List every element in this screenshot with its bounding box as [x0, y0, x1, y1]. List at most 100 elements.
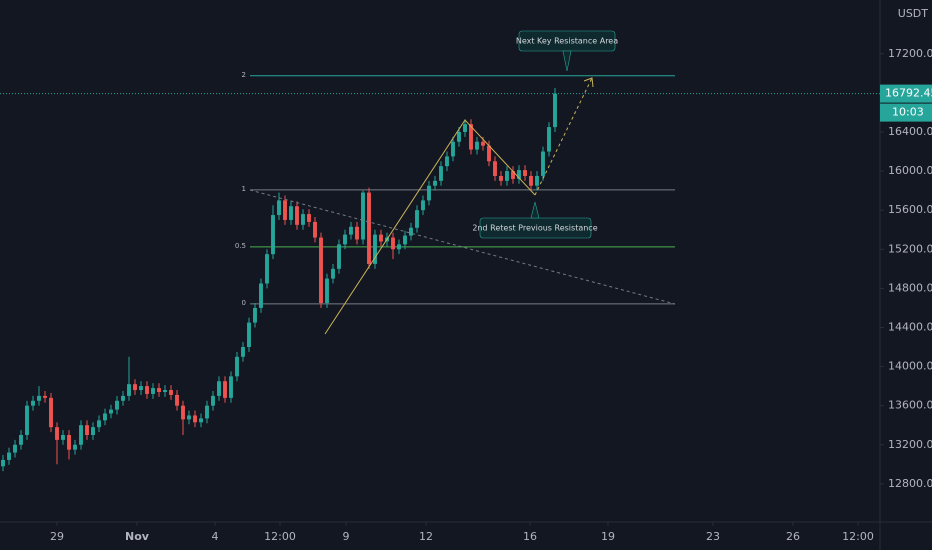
candle-body	[211, 395, 215, 406]
x-tick-label: 19	[601, 530, 615, 543]
y-tick-label: 14000.00	[888, 360, 932, 373]
fib-label: 0	[242, 299, 246, 307]
candle-body	[409, 227, 413, 236]
candle-body	[283, 200, 287, 220]
annotation-pointer	[562, 50, 572, 72]
candle-body	[43, 395, 47, 398]
candle-body	[463, 124, 467, 132]
y-tick-label: 16000.00	[888, 164, 932, 177]
candle-body	[271, 215, 275, 255]
candle-body	[163, 390, 167, 392]
y-tick-label: 12800.00	[888, 477, 932, 490]
countdown-label: 10:03	[892, 106, 924, 119]
candle-body	[337, 244, 341, 269]
fib-label: 1	[242, 185, 246, 193]
annotation-pointer	[530, 201, 540, 219]
x-tick-label: 4	[211, 530, 218, 543]
candle-body	[253, 307, 257, 323]
y-tick-label: 15200.00	[888, 242, 932, 255]
candle-body	[91, 427, 95, 435]
candle-body	[493, 161, 497, 176]
candle-body	[139, 386, 143, 391]
candle-body	[373, 234, 377, 264]
candle-body	[193, 415, 197, 423]
x-tick-label: 9	[343, 530, 350, 543]
candle-body	[199, 418, 203, 423]
candle-body	[379, 234, 383, 242]
candle-body	[235, 356, 239, 377]
candle-body	[97, 420, 101, 428]
candle-body	[37, 395, 41, 401]
annotation-text: 2nd Retest Previous Resistance	[472, 224, 597, 233]
countdown-box	[880, 103, 932, 122]
candle-body	[259, 283, 263, 308]
candle-body	[265, 254, 269, 284]
x-tick-label: Nov	[125, 530, 150, 543]
candle-body	[433, 180, 437, 186]
candle-body	[361, 192, 365, 240]
fib-label: 0.5	[235, 242, 246, 250]
candle-body	[499, 175, 503, 181]
candle-body	[517, 170, 521, 179]
candle-body	[127, 384, 131, 396]
candle-body	[157, 388, 161, 392]
plot-area: 210.50	[0, 71, 880, 472]
y-tick-label: 14800.00	[888, 281, 932, 294]
candle-body	[475, 141, 479, 150]
candle-body	[397, 244, 401, 250]
candle-body	[145, 386, 149, 394]
candle-body	[541, 151, 545, 176]
candle-body	[445, 156, 449, 167]
candle-body	[535, 175, 539, 186]
candle-body	[175, 394, 179, 406]
candle-body	[205, 405, 209, 419]
candle-body	[439, 166, 443, 181]
candle-body	[1, 459, 5, 467]
candle-body	[151, 388, 155, 394]
y-tick-label: 16400.00	[888, 125, 932, 138]
candle-body	[511, 171, 515, 179]
candle-body	[307, 214, 311, 222]
candle-body	[391, 237, 395, 250]
candle-body	[421, 200, 425, 211]
candle-body	[13, 444, 17, 453]
candle-body	[325, 278, 329, 304]
candle-body	[289, 206, 293, 220]
candle-body	[313, 221, 317, 238]
candle-body	[241, 347, 245, 357]
projection-arrow	[534, 77, 593, 196]
candle-body	[457, 131, 461, 142]
candle-body	[85, 425, 89, 435]
candle-body	[25, 405, 29, 435]
candle-body	[343, 234, 347, 245]
trend-line	[249, 189, 676, 305]
last-price-label: 16792.45	[885, 87, 932, 100]
candle-body	[355, 226, 359, 240]
y-tick-label: 15600.00	[888, 203, 932, 216]
pattern-line	[324, 119, 536, 335]
candle-body	[553, 93, 557, 128]
arrow-head	[583, 77, 594, 88]
candle-body	[19, 435, 23, 445]
candle-body	[61, 435, 65, 440]
candle-body	[217, 381, 221, 396]
candle-body	[115, 400, 119, 410]
candle-body	[331, 268, 335, 279]
candle-body	[523, 170, 527, 176]
candle-body	[133, 384, 137, 391]
candle-body	[277, 200, 281, 216]
candle-body	[49, 397, 53, 428]
candle-body	[451, 141, 455, 157]
drawings	[249, 77, 676, 335]
x-tick-label: 23	[706, 530, 720, 543]
x-tick-label: 12:00	[264, 530, 296, 543]
last-price-box	[880, 84, 932, 103]
candle-body	[367, 192, 371, 264]
y-tick-label: 13200.00	[888, 438, 932, 451]
x-tick-label: 16	[523, 530, 537, 543]
candle-body	[187, 415, 191, 420]
candle-body	[247, 322, 251, 348]
